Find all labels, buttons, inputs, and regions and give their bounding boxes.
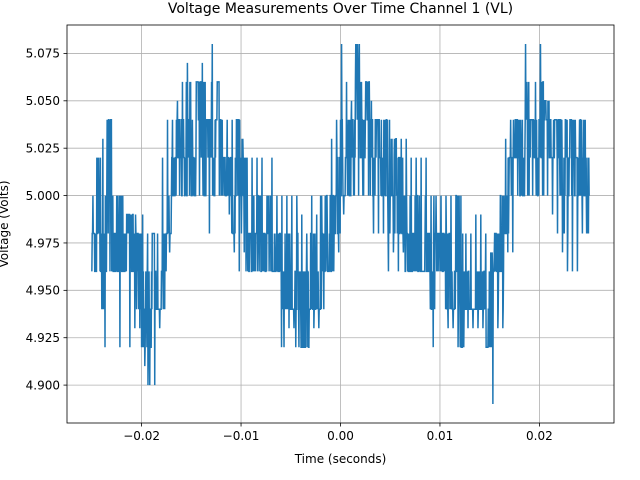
y-tick-label: 4.925: [26, 331, 60, 345]
x-axis-title: Time (seconds): [294, 452, 387, 466]
y-tick-label: 5.025: [26, 141, 60, 155]
y-tick-label: 4.975: [26, 236, 60, 250]
x-tick-label: −0.01: [223, 429, 260, 443]
y-tick-label: 4.950: [26, 284, 60, 298]
x-tick-label: 0.00: [327, 429, 354, 443]
x-tick-label: −0.02: [123, 429, 160, 443]
y-tick-label: 4.900: [26, 378, 60, 392]
y-axis-title: Voltage (Volts): [0, 180, 11, 267]
data-series: [91, 43, 590, 405]
y-tick-label: 5.075: [26, 47, 60, 61]
x-tick-label: 0.02: [526, 429, 553, 443]
x-axis-ticks: −0.02 −0.01 0.00 0.01 0.02: [123, 423, 553, 443]
x-tick-label: 0.01: [427, 429, 454, 443]
y-axis-ticks: 4.900 4.925 4.950 4.975 5.000 5.025 5.050 5.075: [26, 47, 67, 392]
voltage-series-line: [91, 43, 590, 405]
chart-title: Voltage Measurements Over Time Channel 1…: [168, 1, 513, 17]
y-tick-label: 5.000: [26, 189, 60, 203]
y-tick-label: 5.050: [26, 94, 60, 108]
